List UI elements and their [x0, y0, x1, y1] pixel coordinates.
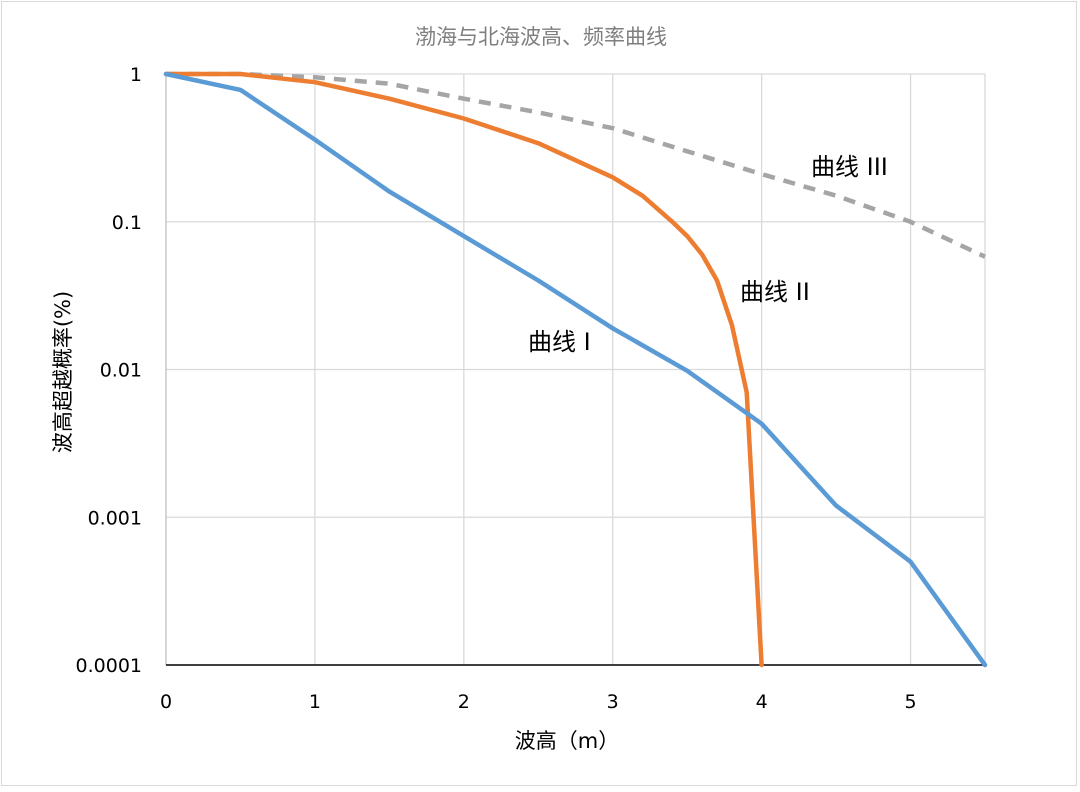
- x-tick-label: 1: [309, 691, 321, 713]
- y-axis-title: 波高超越概率(%): [51, 291, 75, 453]
- x-tick-label: 0: [160, 691, 172, 713]
- series-line-2: [163, 71, 764, 668]
- series-label-1: 曲线 I: [528, 328, 591, 356]
- x-tick-labels: 0 1 2 3 4 5: [160, 691, 917, 713]
- x-tick-label: 4: [756, 691, 768, 713]
- x-tick-label: 2: [458, 691, 470, 713]
- y-tick-label: 0.0001: [76, 655, 142, 677]
- y-tick-label: 0.01: [100, 360, 142, 382]
- y-tick-labels: 1 0.1 0.01 0.001 0.0001: [76, 64, 142, 677]
- series-labels: 曲线 I 曲线 II 曲线 III: [528, 153, 888, 356]
- series-line-3: [166, 71, 986, 259]
- series-lines: [163, 71, 988, 668]
- series-label-3: 曲线 III: [811, 153, 888, 181]
- x-axis-title: 波高（m）: [515, 729, 619, 753]
- y-tick-label: 1: [130, 64, 142, 86]
- series-label-2: 曲线 II: [740, 278, 810, 306]
- x-tick-label: 3: [607, 691, 619, 713]
- x-tick-label: 5: [904, 691, 916, 713]
- y-tick-label: 0.001: [88, 507, 142, 529]
- series-line-1: [163, 71, 988, 668]
- y-tick-label: 0.1: [112, 212, 142, 234]
- chart-title: 渤海与北海波高、频率曲线: [415, 25, 667, 49]
